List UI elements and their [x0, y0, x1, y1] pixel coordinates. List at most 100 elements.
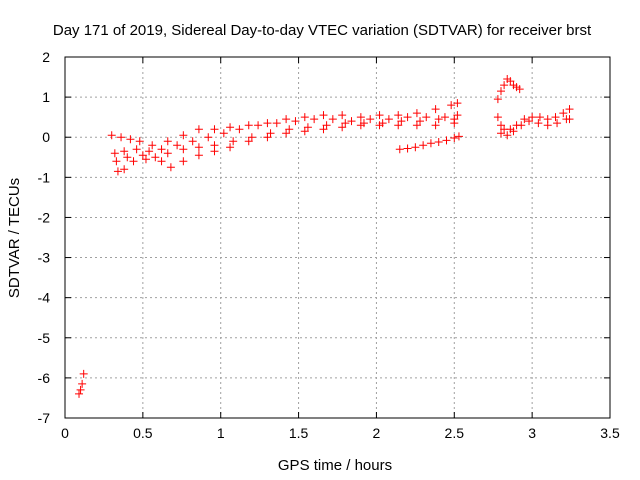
data-point — [272, 119, 281, 128]
y-axis-label: SDTVAR / TECUs — [6, 178, 23, 298]
data-point — [328, 115, 337, 124]
data-point — [254, 121, 263, 130]
chart-title: Day 171 of 2019, Sidereal Day-to-day VTE… — [53, 22, 592, 39]
data-point — [347, 117, 356, 126]
y-tick-label: -7 — [38, 410, 51, 426]
data-point — [285, 125, 294, 134]
data-point — [411, 143, 420, 152]
data-point — [338, 111, 347, 120]
data-point — [525, 117, 534, 126]
data-point — [166, 163, 175, 172]
data-point — [300, 113, 309, 122]
x-tick-label: 1.5 — [289, 425, 309, 441]
data-point — [263, 119, 272, 128]
data-point — [188, 137, 197, 146]
x-tick-label: 0.5 — [133, 425, 153, 441]
data-point — [338, 123, 347, 132]
data-point — [226, 143, 235, 152]
data-point — [454, 132, 463, 141]
data-point — [219, 129, 228, 138]
data-point — [112, 157, 121, 166]
data-point — [266, 129, 275, 138]
data-point — [319, 111, 328, 120]
plot-border — [64, 56, 611, 419]
data-point — [163, 149, 172, 158]
data-point — [148, 141, 157, 150]
data-point — [117, 133, 126, 142]
data-point — [179, 131, 188, 140]
x-tick-label: 1 — [217, 425, 225, 441]
data-point — [179, 157, 188, 166]
y-tick-label: -4 — [38, 290, 51, 306]
data-point — [138, 151, 147, 160]
data-point — [204, 133, 213, 142]
data-point — [194, 151, 203, 160]
data-point — [179, 145, 188, 154]
data-point — [403, 144, 412, 153]
data-point — [123, 153, 132, 162]
y-tick-label: -5 — [38, 330, 51, 346]
data-point — [559, 109, 568, 118]
data-point — [375, 111, 384, 120]
y-tick-label: -6 — [38, 370, 51, 386]
series-track-1 — [107, 99, 462, 150]
data-point — [79, 369, 88, 378]
data-point — [247, 133, 256, 142]
data-point — [76, 385, 85, 394]
data-point — [422, 113, 431, 122]
y-tick-label: 2 — [42, 49, 50, 65]
data-point — [416, 117, 425, 126]
data-point — [450, 119, 459, 128]
data-point — [506, 77, 515, 86]
data-point — [442, 136, 451, 145]
x-axis-label: GPS time / hours — [278, 457, 392, 474]
data-point — [151, 153, 160, 162]
data-point — [163, 137, 172, 146]
data-point — [263, 133, 272, 142]
y-tick-label: 1 — [42, 89, 50, 105]
data-point — [120, 147, 129, 156]
data-point — [113, 167, 122, 176]
data-point — [394, 121, 403, 130]
data-point — [509, 127, 518, 136]
data-point — [419, 141, 428, 150]
data-point — [319, 125, 328, 134]
series-track-8 — [497, 115, 574, 140]
series-track-7 — [493, 105, 574, 134]
x-tick-label: 0 — [61, 425, 69, 441]
series-track-3 — [112, 115, 459, 166]
data-point — [543, 121, 552, 130]
data-point — [120, 165, 129, 174]
data-point — [431, 105, 440, 114]
data-point — [341, 119, 350, 128]
data-point — [78, 379, 87, 388]
data-point — [412, 109, 421, 118]
data-point — [173, 141, 182, 150]
data-point — [453, 111, 462, 120]
data-point — [244, 137, 253, 146]
data-point — [520, 115, 529, 124]
data-point — [497, 129, 505, 138]
data-point — [565, 115, 574, 124]
data-point — [235, 125, 244, 134]
data-point — [229, 137, 238, 146]
data-point — [244, 121, 253, 130]
data-point — [500, 81, 509, 90]
data-point — [403, 113, 412, 122]
data-point — [497, 121, 505, 130]
y-tick-label: -3 — [38, 250, 51, 266]
data-point — [497, 87, 505, 96]
data-points — [75, 75, 574, 398]
series-track-4 — [113, 119, 459, 176]
data-point — [75, 389, 84, 398]
y-tick-label: -1 — [38, 169, 51, 185]
data-point — [145, 147, 154, 156]
data-point — [447, 101, 456, 110]
data-point — [157, 145, 166, 154]
data-point — [397, 117, 406, 126]
series-track-5 — [395, 132, 463, 154]
axis-ticks — [64, 56, 611, 419]
data-point — [282, 129, 291, 138]
data-point — [565, 105, 574, 114]
